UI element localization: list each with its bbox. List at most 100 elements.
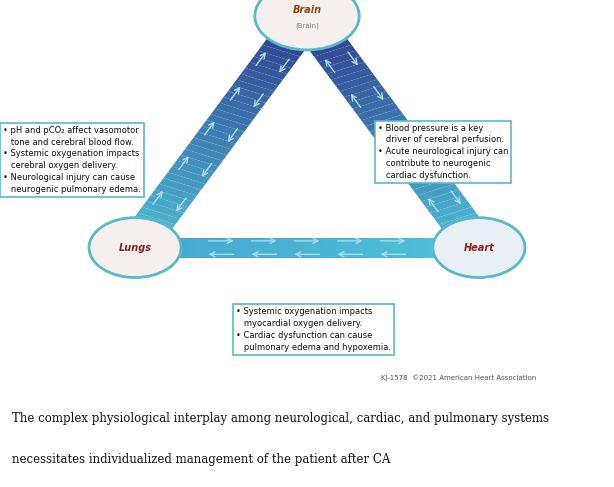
Polygon shape <box>206 114 249 132</box>
Polygon shape <box>133 213 176 230</box>
Polygon shape <box>357 103 399 120</box>
Polygon shape <box>419 238 427 258</box>
Polygon shape <box>142 201 184 219</box>
Polygon shape <box>426 195 468 213</box>
Polygon shape <box>185 143 227 161</box>
Circle shape <box>433 218 525 278</box>
Text: • Systemic oxygenation impacts
   myocardial oxygen delivery.
• Cardiac dysfunct: • Systemic oxygenation impacts myocardia… <box>236 307 391 352</box>
Polygon shape <box>443 219 485 236</box>
Polygon shape <box>271 27 313 45</box>
Polygon shape <box>350 238 359 258</box>
Polygon shape <box>189 137 231 155</box>
Polygon shape <box>264 238 273 258</box>
Polygon shape <box>159 178 201 196</box>
Polygon shape <box>120 230 163 248</box>
Text: Heart: Heart <box>464 243 494 253</box>
Polygon shape <box>387 143 429 161</box>
Text: The complex physiological interplay among neurological, cardiac, and pulmonary s: The complex physiological interplay amon… <box>12 412 550 425</box>
Polygon shape <box>247 238 255 258</box>
Polygon shape <box>456 236 498 254</box>
Polygon shape <box>391 149 433 167</box>
Polygon shape <box>365 114 408 132</box>
Polygon shape <box>245 62 287 80</box>
Polygon shape <box>223 91 266 109</box>
Polygon shape <box>383 137 425 155</box>
Polygon shape <box>395 155 438 172</box>
Polygon shape <box>318 51 360 68</box>
Polygon shape <box>348 91 391 109</box>
Text: Brain: Brain <box>292 5 322 15</box>
Polygon shape <box>470 238 479 258</box>
Polygon shape <box>307 238 316 258</box>
Polygon shape <box>462 238 470 258</box>
Polygon shape <box>152 238 161 258</box>
Polygon shape <box>232 79 274 97</box>
Polygon shape <box>430 201 472 219</box>
Polygon shape <box>172 161 214 178</box>
Polygon shape <box>187 238 195 258</box>
Polygon shape <box>281 238 290 258</box>
Polygon shape <box>344 85 386 103</box>
Polygon shape <box>333 238 341 258</box>
Polygon shape <box>331 68 373 86</box>
Polygon shape <box>155 184 197 202</box>
Polygon shape <box>341 238 350 258</box>
Polygon shape <box>408 172 451 190</box>
Polygon shape <box>169 238 178 258</box>
Polygon shape <box>161 238 169 258</box>
Polygon shape <box>445 238 453 258</box>
Polygon shape <box>236 74 279 92</box>
Polygon shape <box>301 27 343 45</box>
Polygon shape <box>219 97 262 114</box>
Polygon shape <box>211 109 253 126</box>
Polygon shape <box>324 238 333 258</box>
Polygon shape <box>258 45 300 62</box>
Polygon shape <box>279 16 322 34</box>
Polygon shape <box>144 238 152 258</box>
Polygon shape <box>402 238 410 258</box>
Polygon shape <box>404 167 446 184</box>
Polygon shape <box>266 33 309 51</box>
Polygon shape <box>238 238 247 258</box>
Polygon shape <box>378 131 421 150</box>
Polygon shape <box>254 51 296 68</box>
Polygon shape <box>255 238 264 258</box>
Polygon shape <box>447 225 489 242</box>
Polygon shape <box>340 79 382 97</box>
Polygon shape <box>400 161 442 178</box>
Polygon shape <box>376 238 384 258</box>
Polygon shape <box>135 238 144 258</box>
Text: • pH and pCO₂ affect vasomotor
   tone and cerebral blood flow.
• Systemic oxyge: • pH and pCO₂ affect vasomotor tone and … <box>3 126 141 194</box>
Text: Lungs: Lungs <box>119 243 152 253</box>
Polygon shape <box>262 39 305 56</box>
Polygon shape <box>298 238 307 258</box>
Polygon shape <box>168 167 210 184</box>
Polygon shape <box>178 238 187 258</box>
Polygon shape <box>413 178 455 196</box>
Circle shape <box>89 218 181 278</box>
Polygon shape <box>284 10 326 28</box>
Polygon shape <box>367 238 376 258</box>
Polygon shape <box>417 184 459 202</box>
Polygon shape <box>241 68 283 86</box>
Text: KJ-1578  ©2021 American Heart Association: KJ-1578 ©2021 American Heart Association <box>381 374 536 381</box>
Polygon shape <box>288 10 330 28</box>
Polygon shape <box>352 97 395 114</box>
Polygon shape <box>221 238 230 258</box>
Polygon shape <box>176 155 219 172</box>
Polygon shape <box>228 85 270 103</box>
Text: • Blood pressure is a key
   driver of cerebral perfusion.
• Acute neurological : • Blood pressure is a key driver of cere… <box>378 124 508 180</box>
Polygon shape <box>129 219 171 236</box>
Text: necessitates individualized management of the patient after CA: necessitates individualized management o… <box>12 453 391 466</box>
Polygon shape <box>138 207 180 225</box>
Polygon shape <box>335 74 378 92</box>
Polygon shape <box>453 238 462 258</box>
Polygon shape <box>195 238 204 258</box>
Polygon shape <box>374 126 416 144</box>
Polygon shape <box>275 21 317 39</box>
Polygon shape <box>212 238 221 258</box>
Polygon shape <box>327 62 369 80</box>
Polygon shape <box>370 120 412 138</box>
Polygon shape <box>384 238 393 258</box>
Polygon shape <box>427 238 436 258</box>
